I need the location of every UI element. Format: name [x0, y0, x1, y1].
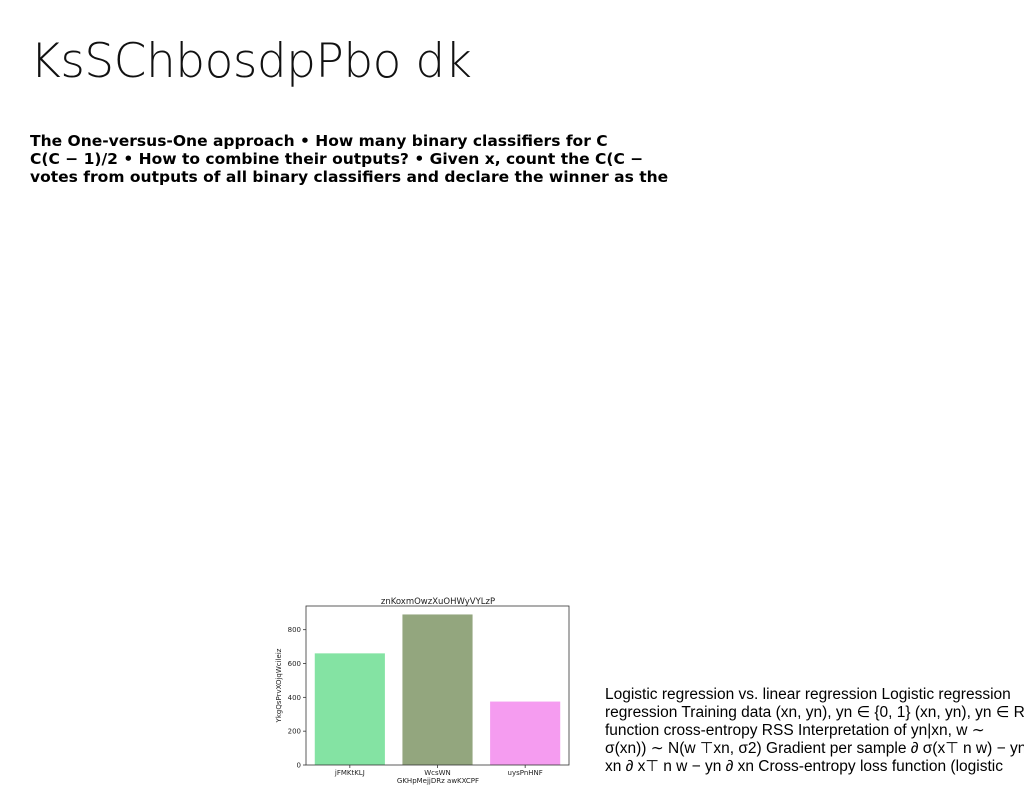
x-tick-label: uysPnHNF [508, 769, 543, 777]
side-line: σ(xn)) ∼ N(w ⊤xn, σ2) Gradient per sampl… [605, 740, 1024, 757]
chart-title: znKoxmOwzXuOHWyVYLzP [381, 597, 495, 607]
body-text: The One-versus-One approach • How many b… [30, 132, 710, 186]
body-line: The One-versus-One approach • How many b… [30, 132, 608, 150]
bar-chart: znKoxmOwzXuOHWyVYLzP YkgQsPrvXOjqWcileiz… [275, 597, 570, 785]
side-line: function cross-entropy RSS Interpretatio… [605, 722, 985, 739]
y-tick-label: 400 [288, 694, 301, 702]
body-line: C(C − 1)/2 • How to combine their output… [30, 150, 644, 168]
side-line: xn ∂ x⊤ n w − yn ∂ xn Cross-entropy loss… [605, 758, 1003, 775]
side-line: Logistic regression vs. linear regressio… [605, 686, 1011, 703]
x-tick-label: jFMKtKLJ [334, 769, 365, 777]
y-tick-label: 800 [288, 626, 301, 634]
x-axis-label: GKHpMejjDRz awKXCPF [397, 777, 479, 785]
plot-frame [305, 605, 570, 766]
bar-jFMKtKLJ [314, 653, 385, 765]
x-tick-label: WcsWN [424, 769, 451, 777]
bar-uysPnHNF [490, 701, 561, 765]
y-axis-label: YkgQsPrvXOjqWcileiz [275, 648, 283, 723]
y-tick-label: 200 [288, 728, 301, 736]
body-line: votes from outputs of all binary classif… [30, 168, 669, 186]
document-title: KsSChbosdpPbo dk [30, 34, 472, 89]
side-line: regression Training data (xn, yn), yn ∈ … [605, 704, 1024, 721]
side-text: Logistic regression vs. linear regressio… [605, 686, 1024, 776]
y-tick-label: 0 [297, 762, 301, 770]
bar-WcsWN [402, 614, 473, 765]
y-tick-label: 600 [288, 660, 301, 668]
